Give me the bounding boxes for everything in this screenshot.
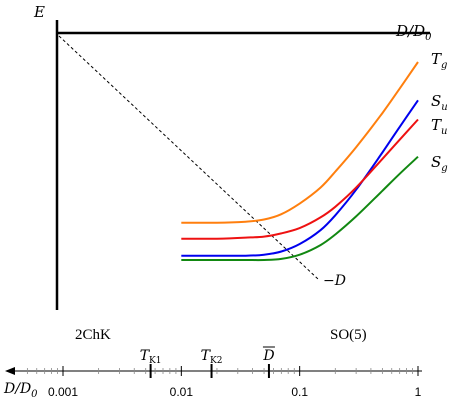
bottom-axis-arrow-icon: [5, 367, 15, 375]
series-label-tu: Tu: [431, 116, 447, 137]
minus-d-line: [58, 35, 319, 280]
region-label-left: 2ChK: [75, 327, 111, 343]
series-line-su: [181, 99, 419, 257]
tick-label: 1: [415, 385, 422, 399]
series-label-tg: Tg: [431, 50, 447, 71]
series-label-sg: Sg: [431, 153, 448, 174]
series-line-tu: [181, 118, 419, 240]
tick-label: 0.1: [291, 385, 308, 399]
bottom-axis-major-ticks: 0.001 0.01 0.1 1: [48, 366, 422, 399]
marker-label: TK1: [140, 348, 162, 366]
marker-label: TK2: [201, 348, 223, 366]
x-axis-label: D/D0: [395, 22, 432, 43]
region-label-right: SO(5): [330, 327, 367, 343]
series-line-sg: [181, 155, 419, 262]
bottom-axis-label: D/D0: [3, 381, 38, 400]
tick-label: 0.001: [48, 385, 78, 399]
bottom-axis-markers: TK1 TK2 D: [140, 346, 275, 378]
minus-d-label: −D: [323, 273, 346, 289]
series-line-tg: [181, 61, 419, 224]
y-axis-label: E: [33, 3, 45, 21]
bottom-axis-minor-ticks: [26, 368, 413, 374]
marker-label: D: [262, 348, 274, 364]
series-label-su: Su: [431, 92, 448, 113]
series-layer: [181, 61, 419, 262]
tick-label: 0.01: [170, 385, 194, 399]
